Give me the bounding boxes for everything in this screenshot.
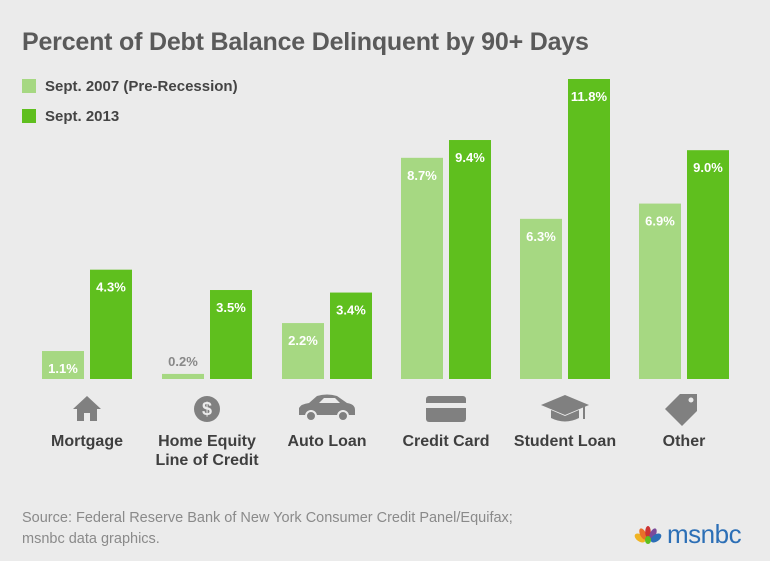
category-label-home-equity-line-of-credit-line-1: Home Equity: [158, 433, 256, 450]
bar-auto-loan-series-2: [330, 292, 372, 379]
peacock-icon: [634, 525, 662, 544]
bar-credit-card-series-2: [449, 140, 491, 379]
bar-home-equity-line-of-credit-series-2: [210, 290, 252, 379]
msnbc-logo: msnbc: [634, 519, 742, 550]
svg-text:$: $: [202, 399, 212, 419]
value-label-other-series-1: 6.9%: [645, 214, 675, 229]
legend-swatch-2007: [22, 79, 36, 93]
bar-other-series-1: [639, 203, 681, 379]
value-label-credit-card-series-2: 9.4%: [455, 150, 485, 165]
source-note: Source: Federal Reserve Bank of New York…: [22, 508, 513, 550]
legend-label-2007: Sept. 2007 (Pre-Recession): [45, 77, 238, 95]
value-label-other-series-2: 9.0%: [693, 160, 723, 175]
bar-home-equity-line-of-credit-series-1: [162, 373, 204, 379]
value-label-student-loan-series-2: 11.8%: [571, 89, 608, 104]
tag-icon: [665, 394, 697, 426]
value-label-student-loan-series-1: 6.3%: [526, 229, 556, 244]
legend-item-2013: Sept. 2013: [22, 106, 119, 126]
bar-credit-card-series-1: [401, 157, 443, 379]
value-label-auto-loan-series-1: 2.2%: [288, 333, 318, 348]
bar-chart: 1.1% 4.3% Mortgage 0.2% 3.5% $ Home Equity Line…: [42, 79, 729, 469]
source-line-1: Source: Federal Reserve Bank of New York…: [22, 510, 513, 526]
category-label-home-equity-line-of-credit-line-2: Line of Credit: [155, 452, 259, 469]
value-label-credit-card-series-1: 8.7%: [407, 168, 437, 183]
category-label-other: Other: [663, 433, 706, 450]
value-label-mortgage-series-2: 4.3%: [96, 280, 126, 295]
bar-mortgage-series-2: [90, 269, 132, 379]
legend-label-2013: Sept. 2013: [45, 107, 120, 125]
bar-student-loan-series-1: [520, 218, 562, 379]
dollar-icon: $: [194, 396, 220, 422]
credit-card-icon: [426, 396, 466, 422]
bar-other-series-2: [687, 150, 729, 379]
category-label-mortgage: Mortgage: [51, 433, 123, 450]
car-icon: [299, 394, 355, 422]
legend-swatch-2013: [22, 109, 36, 123]
legend-item-2007: Sept. 2007 (Pre-Recession): [22, 76, 238, 96]
value-label-home-equity-line-of-credit-series-1: 0.2%: [168, 354, 198, 369]
value-label-auto-loan-series-2: 3.4%: [336, 303, 366, 318]
category-label-credit-card: Credit Card: [402, 433, 489, 450]
category-label-auto-loan: Auto Loan: [287, 433, 366, 450]
category-label-student-loan: Student Loan: [514, 433, 616, 450]
bar-mortgage-series-1: [42, 351, 84, 379]
bar-student-loan-series-2: [568, 79, 610, 379]
house-icon: [73, 396, 101, 421]
value-label-mortgage-series-1: 1.1%: [48, 361, 78, 376]
graduation-cap-icon: [541, 395, 589, 422]
chart-title: Percent of Debt Balance Delinquent by 90…: [22, 28, 589, 56]
logo-text: msnbc: [667, 519, 742, 549]
source-line-2: msnbc data graphics.: [22, 531, 160, 547]
bar-auto-loan-series-1: [282, 323, 324, 379]
value-label-home-equity-line-of-credit-series-2: 3.5%: [216, 300, 246, 315]
